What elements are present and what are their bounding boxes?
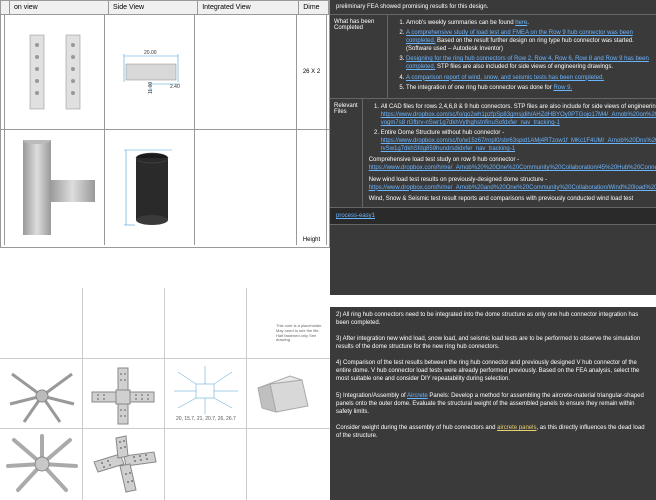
col-dim: Dime — [299, 1, 329, 14]
integrated-blank-2 — [195, 130, 297, 245]
dim-cross-thumb — [168, 362, 244, 418]
files-body: All CAD files for rows 2,4,6,8 & 9 hub c… — [363, 99, 656, 207]
completed-section: What has been Completed Arnob's weekly s… — [330, 15, 656, 99]
completed-label: What has been Completed — [330, 15, 388, 98]
pipe-view — [5, 130, 105, 245]
col-integrated-view: Integrated View — [198, 1, 299, 14]
aircrete-link[interactable]: Aircrete — [407, 393, 428, 399]
row-1: 20.00 11.00 2.40 26 X 2 — [1, 15, 329, 129]
mid-blank — [0, 248, 330, 288]
continuation-block: 2) All ring hub connectors need to be in… — [330, 307, 656, 444]
tiny-note: This note is a placeholder. May need to … — [276, 324, 326, 343]
file3-link[interactable]: https://www.dropbox.com/h/me/_Arnob%20%2… — [369, 165, 656, 171]
cube-thumb — [250, 370, 324, 424]
process-link[interactable]: process-easy1 — [336, 213, 375, 219]
dim-spec: 26 X 2 — [297, 15, 327, 129]
col-on-view: on view — [10, 1, 109, 14]
right-doc-panel: preliminary FEA showed promising results… — [330, 0, 656, 500]
intro-line: preliminary FEA showed promising results… — [330, 0, 656, 15]
cylinder-side — [105, 130, 195, 245]
file2-link[interactable]: https://www.dropbox.com/sc/fo/w15z67/rnp… — [381, 138, 656, 152]
files-section: Relevant Files All CAD files for rows 2,… — [330, 99, 656, 208]
file4-link[interactable]: https://www.dropbox.com/h/me/_Arnob%20an… — [369, 185, 656, 191]
dim-a: 20.00 — [144, 50, 157, 56]
svg-text:2.40: 2.40 — [170, 84, 180, 90]
files-label: Relevant Files — [330, 99, 363, 207]
completed-body: Arnob's weekly summaries can be found he… — [388, 15, 656, 98]
col-side-view: Side View — [109, 1, 198, 14]
top-table: on view Side View Integrated View Dime — [0, 0, 330, 248]
aircrete-panels-link[interactable]: aircrete panels — [497, 425, 536, 431]
plate-side-view: 20.00 11.00 2.40 — [105, 15, 195, 129]
process-line: process-easy1 — [330, 208, 656, 225]
spoke-hub-thumb — [4, 364, 80, 428]
bottom-thumbnail-grid: This note is a placeholder. May need to … — [0, 288, 330, 500]
height-label: Height — [297, 130, 327, 245]
integrated-blank — [195, 15, 297, 129]
file1-link[interactable]: https://www.dropbox.com/sc/fo/qo2wh1pzfp… — [381, 112, 656, 126]
row9-link[interactable]: Row 9. — [553, 85, 572, 91]
bracket-front-view — [5, 15, 105, 129]
svg-text:11.00: 11.00 — [148, 82, 154, 94]
left-column: on view Side View Integrated View Dime — [0, 0, 330, 500]
page-gap — [330, 295, 656, 307]
bent-bracket-thumb — [86, 432, 162, 496]
cross-bracket-thumb — [86, 362, 162, 426]
row-2: Height — [1, 129, 329, 245]
spoke-hub-2-thumb — [4, 432, 80, 496]
compare-link[interactable]: A comparison report of wind, snow, and s… — [406, 75, 604, 81]
here-link[interactable]: here — [515, 20, 527, 26]
header-row: on view Side View Integrated View Dime — [1, 1, 329, 15]
